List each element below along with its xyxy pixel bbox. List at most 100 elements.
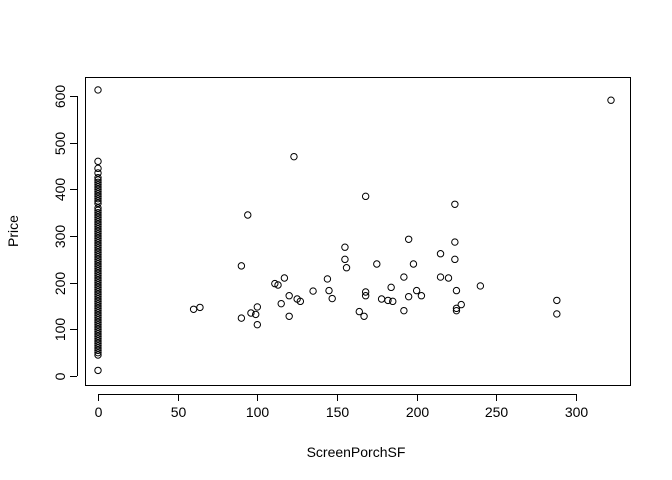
x-axis: 0 50 100 150 200 250 300 bbox=[95, 394, 589, 420]
data-point bbox=[94, 297, 102, 306]
x-tick-label: 100 bbox=[246, 404, 270, 420]
data-point bbox=[94, 241, 102, 250]
data-point bbox=[94, 234, 102, 243]
data-point bbox=[247, 309, 255, 317]
x-tick-label: 150 bbox=[326, 404, 350, 420]
data-point bbox=[94, 260, 102, 268]
data-point bbox=[252, 310, 260, 319]
data-point bbox=[94, 183, 102, 191]
data-point bbox=[94, 239, 102, 247]
data-point bbox=[94, 180, 102, 189]
y-tick-label: 200 bbox=[52, 272, 68, 296]
data-point bbox=[94, 264, 102, 273]
data-point bbox=[94, 299, 102, 308]
x-tick-label: 300 bbox=[565, 404, 589, 420]
data-point bbox=[94, 178, 102, 187]
data-point bbox=[280, 274, 289, 282]
data-point bbox=[94, 164, 102, 173]
data-point bbox=[355, 307, 363, 316]
data-point bbox=[94, 86, 102, 94]
data-point bbox=[285, 312, 293, 320]
data-point bbox=[360, 312, 368, 320]
data-point bbox=[94, 211, 102, 219]
data-point bbox=[457, 300, 465, 309]
data-point bbox=[94, 267, 102, 275]
data-point bbox=[451, 200, 459, 208]
data-point bbox=[409, 260, 418, 268]
data-point bbox=[94, 262, 102, 271]
data-point bbox=[244, 211, 252, 219]
data-point bbox=[373, 260, 381, 268]
y-tick-label: 0 bbox=[52, 372, 68, 380]
data-point bbox=[94, 276, 102, 285]
data-point bbox=[94, 157, 102, 166]
data-point bbox=[328, 294, 336, 303]
data-point bbox=[361, 288, 370, 296]
data-point bbox=[361, 192, 370, 201]
data-point bbox=[94, 176, 102, 184]
data-point bbox=[387, 283, 395, 292]
data-point bbox=[94, 271, 102, 280]
data-point bbox=[553, 296, 561, 305]
data-point bbox=[274, 281, 282, 289]
data-point bbox=[94, 302, 102, 310]
data-point bbox=[94, 225, 102, 233]
data-point bbox=[341, 255, 349, 264]
data-point bbox=[94, 292, 102, 301]
x-tick-label: 200 bbox=[406, 404, 430, 420]
data-point bbox=[94, 318, 102, 327]
data-point bbox=[94, 204, 102, 212]
data-point bbox=[94, 339, 102, 348]
data-point bbox=[341, 243, 349, 251]
data-point bbox=[94, 320, 102, 329]
data-point bbox=[94, 313, 102, 322]
x-tick-label: 0 bbox=[95, 404, 103, 420]
data-point bbox=[444, 274, 453, 282]
data-point bbox=[94, 220, 102, 229]
y-axis: 0 100 200 300 400 500 600 bbox=[52, 85, 78, 380]
data-point bbox=[94, 316, 102, 324]
data-point bbox=[94, 311, 102, 320]
data-point bbox=[94, 348, 102, 357]
data-point bbox=[94, 306, 102, 315]
data-point bbox=[404, 235, 413, 243]
data-point bbox=[285, 292, 293, 300]
data-point bbox=[436, 273, 445, 281]
y-tick-label: 400 bbox=[52, 178, 68, 202]
data-point bbox=[94, 323, 102, 331]
data-point bbox=[94, 269, 102, 278]
data-point bbox=[94, 222, 102, 231]
data-point bbox=[94, 208, 102, 217]
data-point bbox=[94, 253, 102, 261]
data-point bbox=[361, 292, 370, 300]
data-point bbox=[94, 332, 102, 341]
data-point bbox=[94, 278, 102, 287]
data-point bbox=[94, 215, 102, 224]
data-point bbox=[290, 152, 298, 161]
y-axis-label: Price bbox=[5, 215, 21, 247]
data-point bbox=[94, 344, 102, 352]
data-point bbox=[389, 297, 397, 306]
data-point bbox=[94, 285, 102, 294]
data-point bbox=[377, 295, 386, 303]
data-point bbox=[94, 250, 102, 259]
data-point bbox=[452, 304, 461, 313]
data-point bbox=[94, 187, 102, 196]
data-point bbox=[404, 292, 413, 301]
data-point bbox=[94, 341, 102, 350]
data-point bbox=[384, 296, 392, 305]
data-point bbox=[94, 185, 102, 194]
data-point bbox=[94, 257, 102, 266]
data-point bbox=[436, 250, 445, 258]
data-point bbox=[451, 255, 459, 264]
x-tick-label: 250 bbox=[485, 404, 509, 420]
data-point bbox=[253, 320, 262, 329]
data-point bbox=[94, 304, 102, 313]
x-tick-label: 50 bbox=[171, 404, 187, 420]
data-point bbox=[309, 287, 317, 295]
data-points bbox=[94, 86, 615, 375]
data-point bbox=[253, 303, 262, 311]
data-point bbox=[94, 334, 102, 343]
data-point bbox=[94, 248, 102, 257]
